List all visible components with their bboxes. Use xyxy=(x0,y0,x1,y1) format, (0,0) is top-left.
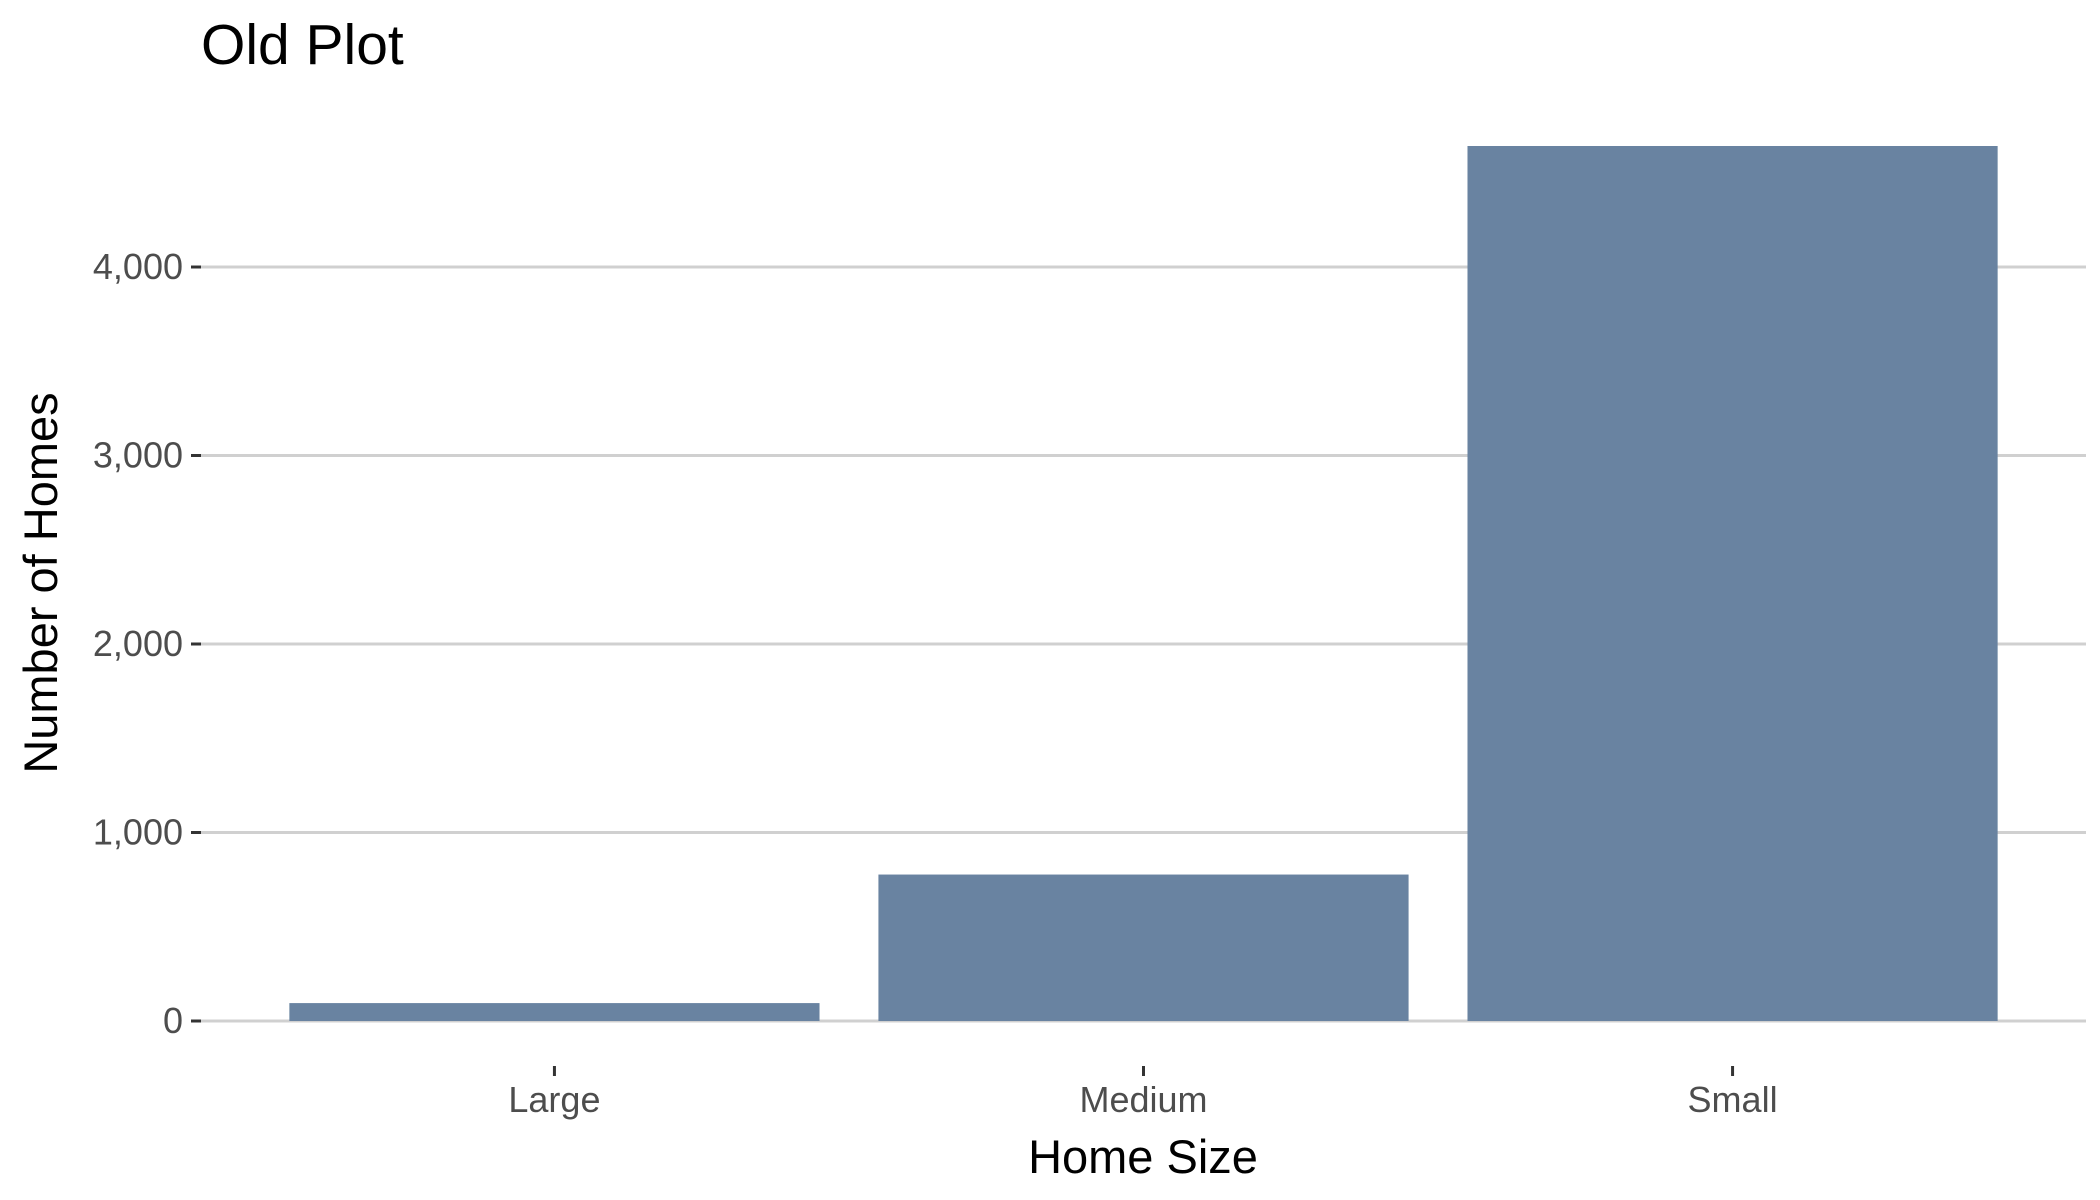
x-tick-label-large: Large xyxy=(508,1079,600,1120)
chart-title: Old Plot xyxy=(201,13,404,77)
y-tick-label-0: 0 xyxy=(163,1000,183,1041)
bar-small xyxy=(1467,146,1997,1021)
x-tick-label-medium: Medium xyxy=(1079,1079,1207,1120)
y-tick-label-1000: 1,000 xyxy=(93,812,183,853)
bar-medium xyxy=(878,875,1408,1021)
y-axis: 0 1,000 2,000 3,000 4,000 xyxy=(93,246,201,1041)
x-tick-label-small: Small xyxy=(1688,1079,1778,1120)
y-tick-label-3000: 3,000 xyxy=(93,435,183,476)
x-axis: Large Medium Small xyxy=(508,1066,1777,1120)
y-tick-label-2000: 2,000 xyxy=(93,623,183,664)
y-axis-title: Number of Homes xyxy=(14,392,67,773)
bars xyxy=(289,146,1997,1021)
y-tick-label-4000: 4,000 xyxy=(93,246,183,287)
bar-large xyxy=(289,1003,819,1021)
x-axis-title: Home Size xyxy=(1028,1130,1258,1183)
